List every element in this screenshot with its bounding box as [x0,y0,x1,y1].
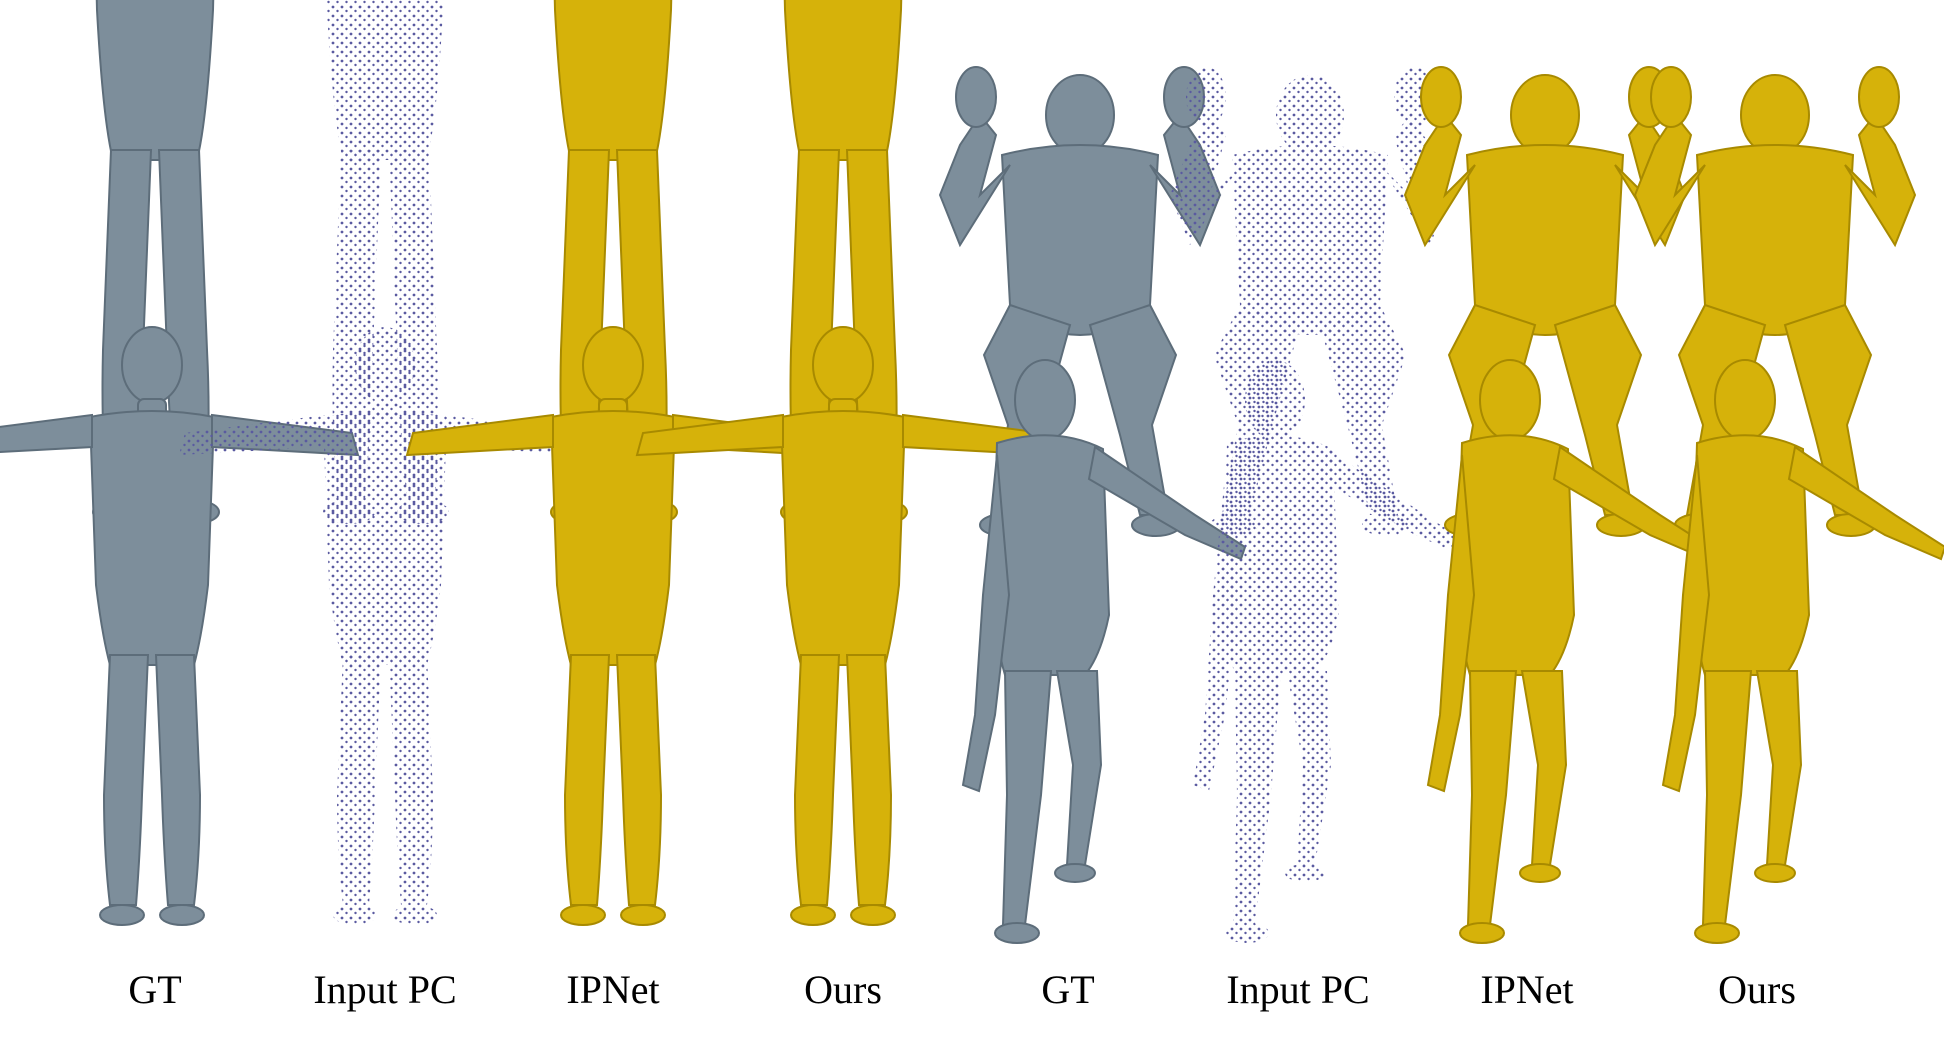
column-label-ours-left: Ours [804,967,882,1012]
mesh-ipnet-t-pose [406,326,820,926]
column-label-ipnet-left: IPNet [566,967,660,1012]
mesh-ipnet-walking [1427,359,1711,944]
mesh-gt-walking [962,359,1246,944]
pointcloud-walking [1193,360,1475,943]
column-label-gt-left: GT [128,967,182,1012]
column-label-input-pc-right: Input PC [1226,967,1370,1012]
column-label-gt-right: GT [1041,967,1095,1012]
column-label-input-pc-left: Input PC [313,967,457,1012]
mesh-ours-walking [1662,359,1944,944]
column-label-ipnet-right: IPNet [1480,967,1574,1012]
column-label-ours-right: Ours [1718,967,1796,1012]
mesh-gt-t-pose [0,326,359,926]
pointcloud-t-pose [179,327,591,925]
